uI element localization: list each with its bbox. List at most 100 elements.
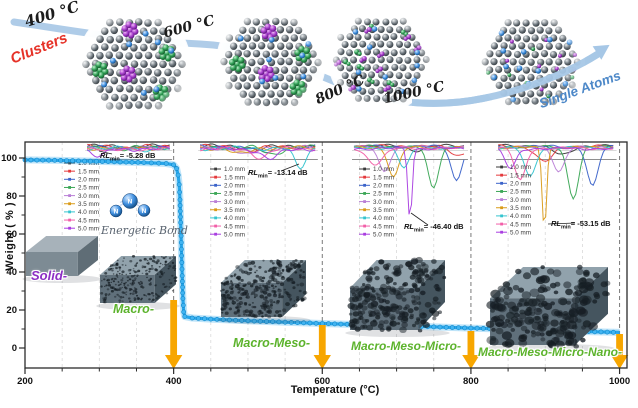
tga-marker [437, 324, 443, 330]
pore [565, 340, 573, 347]
pore [167, 263, 169, 265]
legend-swatch-marker [214, 224, 217, 228]
pore [167, 267, 170, 270]
legend-entry-label: 4.0 mm [373, 215, 394, 222]
pore [223, 293, 227, 297]
pore [126, 284, 130, 287]
legend-swatch-marker [214, 208, 217, 212]
pore [348, 296, 356, 303]
pore [106, 288, 110, 291]
pore [173, 269, 176, 271]
pore [523, 301, 530, 307]
pore [102, 301, 106, 304]
event-arrow-1000 [610, 334, 629, 369]
pore [154, 293, 158, 295]
pore [486, 336, 497, 345]
pore [225, 289, 229, 293]
pore [292, 286, 296, 290]
tga-marker [178, 246, 184, 252]
pore [493, 303, 504, 312]
pore [261, 279, 265, 283]
tga-marker [214, 316, 220, 322]
legend-swatch-marker [214, 216, 217, 220]
pore [495, 327, 504, 335]
legend-swatch-marker [68, 186, 71, 189]
pore [261, 315, 264, 318]
pore [117, 270, 119, 273]
pore [518, 287, 525, 293]
pore [148, 270, 151, 273]
pore [134, 288, 138, 291]
event-arrow-shaft [467, 331, 475, 355]
pore [576, 318, 582, 323]
pore [228, 307, 232, 311]
tga-marker [171, 162, 176, 168]
pore [582, 320, 592, 328]
pore [353, 320, 358, 325]
pore [107, 294, 110, 296]
pore [173, 277, 176, 280]
rl-inset-1 [85, 143, 173, 160]
pore [566, 320, 577, 330]
pore [407, 308, 414, 314]
tga-marker [179, 260, 185, 265]
pore [122, 260, 124, 262]
pore [127, 269, 131, 272]
pore [422, 273, 426, 277]
y-axis-title: Weight ( % ) [4, 202, 16, 271]
pore [605, 292, 611, 296]
tga-marker [189, 315, 195, 321]
pore [140, 285, 143, 288]
pore [140, 297, 143, 300]
pore [253, 265, 257, 268]
pore [275, 280, 280, 285]
tga-marker [456, 325, 461, 331]
tga-marker [148, 160, 154, 166]
pore [293, 303, 298, 308]
pore [277, 313, 283, 318]
tga-marker [70, 158, 75, 164]
pore [393, 282, 397, 286]
pore [172, 266, 176, 269]
pore [565, 288, 573, 296]
pore [414, 277, 423, 284]
event-arrowhead [462, 355, 480, 369]
legend-swatch-marker [500, 173, 503, 177]
pore [432, 316, 437, 321]
pore [125, 281, 127, 284]
y-tick-label: 40 [6, 267, 17, 278]
tga-marker [180, 302, 186, 308]
pore [264, 299, 270, 304]
rl-prefix: RL [100, 151, 110, 160]
pore [267, 293, 272, 297]
pore [118, 269, 121, 271]
pore [411, 270, 417, 275]
process-arrowhead [592, 44, 610, 60]
tga-marker [180, 284, 185, 290]
pore [123, 282, 125, 285]
pore [235, 299, 239, 302]
pore [575, 268, 584, 276]
pore [401, 297, 407, 302]
pore [129, 289, 131, 292]
pore [121, 282, 123, 284]
pore [248, 309, 254, 314]
pore [137, 281, 140, 284]
pore [362, 283, 366, 286]
tga-marker [88, 158, 93, 164]
pore [150, 292, 154, 295]
pore [253, 296, 256, 299]
tga-marker [195, 315, 201, 321]
pore [150, 300, 153, 302]
block-shadow [96, 302, 180, 310]
y-tick-label: 60 [6, 229, 17, 240]
pore [270, 284, 274, 287]
legend-swatch-marker [68, 218, 71, 222]
pore [358, 311, 362, 314]
pore [237, 314, 241, 317]
pore [111, 286, 115, 289]
pore [125, 273, 128, 276]
pore [530, 267, 540, 276]
pore [271, 276, 275, 280]
pore [122, 277, 124, 279]
